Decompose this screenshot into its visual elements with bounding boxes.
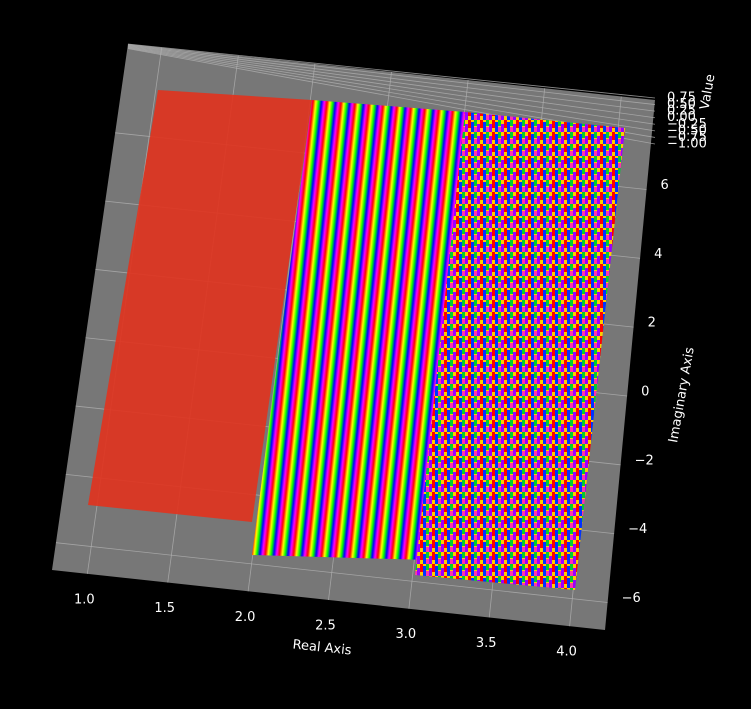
- z-grid-line: [127, 43, 656, 99]
- z-grid-line: [127, 46, 656, 125]
- z-grid-line: [127, 44, 656, 112]
- x-tick-label: 4.0: [556, 645, 577, 660]
- z-tick-label: −0.75: [667, 130, 707, 145]
- y-grid-line: [55, 542, 608, 603]
- z-grid-line: [127, 45, 656, 119]
- y-tick-label: 6: [661, 178, 669, 193]
- z-grid-line: [127, 46, 656, 132]
- y-tick-label: −6: [622, 591, 641, 606]
- x-axis-label: Real Axis: [292, 637, 353, 658]
- z-tick-label: −1.00: [667, 137, 707, 152]
- y-tick-label: −4: [628, 522, 647, 537]
- y-axis-label: Imaginary Axis: [666, 346, 698, 444]
- z-axis-label: Value: [698, 73, 719, 111]
- y-tick-label: 4: [654, 247, 662, 262]
- y-tick-label: 0: [641, 384, 649, 399]
- x-tick-label: 3.5: [476, 636, 497, 651]
- surface-waves: [252, 100, 465, 560]
- z-tick-label: −0.50: [667, 123, 707, 138]
- z-tick-label: 0.75: [667, 91, 696, 106]
- y-tick-label: −2: [635, 453, 654, 468]
- z-tick-label: −0.25: [667, 117, 707, 132]
- z-grid-line: [127, 44, 656, 105]
- y-tick-label: 2: [648, 316, 656, 331]
- x-tick-label: 1.0: [74, 592, 95, 607]
- z-tick-label: 0.25: [667, 104, 696, 119]
- x-tick-label: 1.5: [154, 601, 175, 616]
- surface-flat: [88, 90, 312, 522]
- x-tick-label: 2.0: [235, 610, 256, 625]
- surface-noise: [415, 112, 625, 590]
- z-tick-label: 0.00: [667, 110, 696, 125]
- z-tick-label: 0.50: [667, 97, 696, 112]
- x-tick-label: 2.5: [315, 619, 336, 634]
- x-tick-label: 3.0: [396, 627, 417, 642]
